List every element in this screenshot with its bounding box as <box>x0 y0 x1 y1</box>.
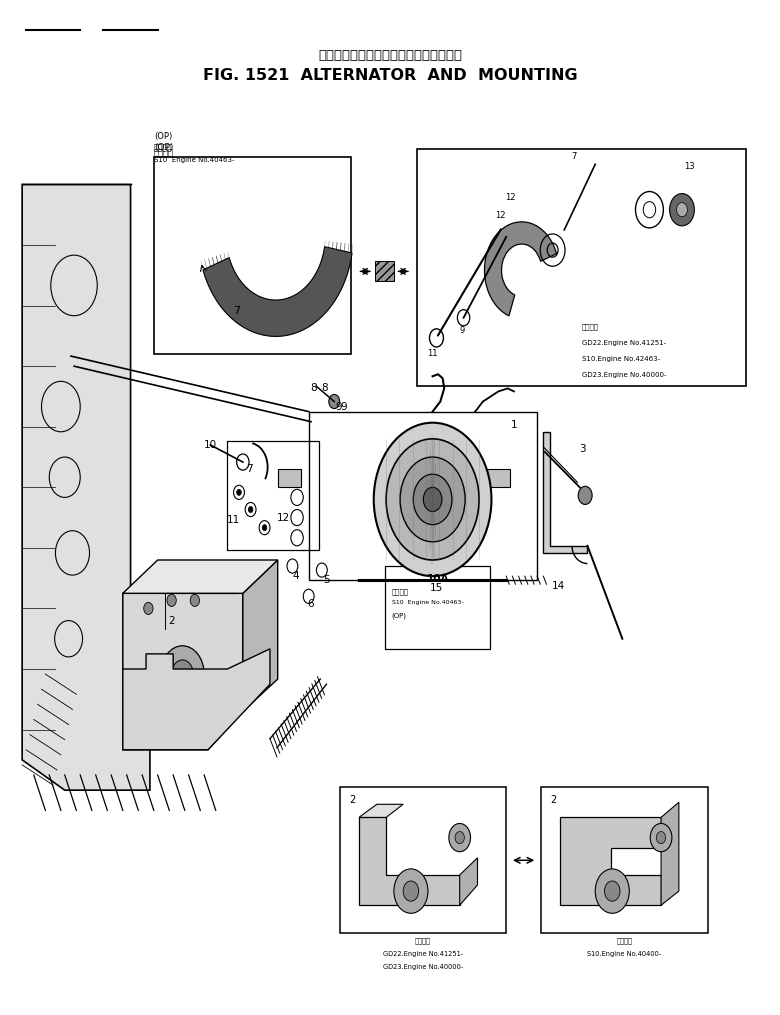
Circle shape <box>604 881 620 901</box>
Text: 8: 8 <box>321 384 328 394</box>
Text: 13: 13 <box>684 162 695 172</box>
Polygon shape <box>359 804 403 817</box>
Circle shape <box>374 422 491 577</box>
Bar <box>339 787 506 934</box>
Polygon shape <box>661 802 679 905</box>
Bar <box>154 157 351 354</box>
Text: 適用号機: 適用号機 <box>415 938 431 944</box>
Text: S10.Engine No.40400-: S10.Engine No.40400- <box>587 951 661 957</box>
Text: 6: 6 <box>307 600 314 609</box>
Text: 9: 9 <box>335 402 342 411</box>
Polygon shape <box>487 469 510 487</box>
Circle shape <box>161 646 204 702</box>
Bar <box>417 149 746 387</box>
Text: 9: 9 <box>459 326 465 335</box>
Bar <box>385 566 490 649</box>
Text: 2: 2 <box>349 795 355 805</box>
Polygon shape <box>122 594 243 750</box>
Polygon shape <box>359 817 459 905</box>
Circle shape <box>236 489 241 495</box>
Text: 12: 12 <box>495 211 505 220</box>
Text: GD22.Engine No.41251-: GD22.Engine No.41251- <box>383 951 463 957</box>
Circle shape <box>448 823 470 852</box>
Polygon shape <box>560 817 661 905</box>
Text: 7: 7 <box>571 152 576 161</box>
Wedge shape <box>484 222 557 316</box>
Text: 5: 5 <box>323 576 330 586</box>
Polygon shape <box>459 858 477 905</box>
Text: 9: 9 <box>340 402 347 411</box>
Circle shape <box>172 660 193 688</box>
Text: 10A: 10A <box>427 574 448 584</box>
Circle shape <box>394 869 428 914</box>
Text: 適用号機: 適用号機 <box>392 589 409 595</box>
Text: 10: 10 <box>204 439 217 450</box>
Polygon shape <box>243 560 278 712</box>
Polygon shape <box>122 560 278 594</box>
Text: 適用号機: 適用号機 <box>582 323 599 330</box>
Text: 4: 4 <box>292 571 299 582</box>
Circle shape <box>676 203 687 217</box>
Circle shape <box>424 487 442 512</box>
Text: S10  Engine No.40463-: S10 Engine No.40463- <box>392 600 463 605</box>
Circle shape <box>262 525 267 531</box>
Polygon shape <box>278 469 301 487</box>
Text: 12: 12 <box>505 193 516 202</box>
Text: 12: 12 <box>276 513 289 523</box>
Circle shape <box>144 602 153 614</box>
Text: GD23.Engine No.40000-: GD23.Engine No.40000- <box>582 373 666 379</box>
Circle shape <box>657 831 665 843</box>
Bar <box>374 261 394 281</box>
Circle shape <box>651 823 672 852</box>
Text: (OP): (OP) <box>154 143 173 152</box>
Circle shape <box>403 881 419 901</box>
Text: 2: 2 <box>168 615 175 625</box>
Text: 7: 7 <box>246 464 253 474</box>
Text: 3: 3 <box>579 444 585 454</box>
Text: 14: 14 <box>552 582 566 591</box>
Text: GD23.Engine No.40000-: GD23.Engine No.40000- <box>383 964 463 969</box>
Text: オルタネータ　および　マウンティング: オルタネータ および マウンティング <box>318 49 462 62</box>
Text: GD22.Engine No.41251-: GD22.Engine No.41251- <box>582 340 666 346</box>
Text: S10  Engine No.40463-: S10 Engine No.40463- <box>154 157 234 163</box>
Text: FIG. 1521  ALTERNATOR  AND  MOUNTING: FIG. 1521 ALTERNATOR AND MOUNTING <box>203 68 577 83</box>
Circle shape <box>400 457 465 542</box>
Polygon shape <box>22 185 150 790</box>
Text: 適用号機: 適用号機 <box>154 148 174 157</box>
Text: 1: 1 <box>511 420 517 429</box>
Circle shape <box>329 395 339 409</box>
Text: (OP): (OP) <box>154 132 172 141</box>
Text: 11: 11 <box>227 515 240 525</box>
Bar <box>541 787 707 934</box>
Polygon shape <box>122 649 270 750</box>
Text: 2: 2 <box>551 795 557 805</box>
Text: 8: 8 <box>310 384 317 394</box>
Text: 7: 7 <box>233 306 240 316</box>
Text: S10.Engine No.42463-: S10.Engine No.42463- <box>582 356 660 362</box>
Polygon shape <box>544 431 587 553</box>
Text: 15: 15 <box>430 584 443 593</box>
Bar <box>227 441 319 550</box>
Circle shape <box>669 194 694 226</box>
Circle shape <box>167 595 176 606</box>
Circle shape <box>455 831 464 843</box>
Circle shape <box>190 595 200 606</box>
Circle shape <box>578 486 592 504</box>
Text: (OP): (OP) <box>392 612 406 619</box>
Text: 11: 11 <box>427 349 438 358</box>
Circle shape <box>413 474 452 525</box>
Circle shape <box>595 869 629 914</box>
Circle shape <box>248 506 253 513</box>
Text: 適用号機: 適用号機 <box>154 143 172 152</box>
Circle shape <box>386 438 479 560</box>
Polygon shape <box>203 247 352 336</box>
Text: 適用号機: 適用号機 <box>616 938 633 944</box>
